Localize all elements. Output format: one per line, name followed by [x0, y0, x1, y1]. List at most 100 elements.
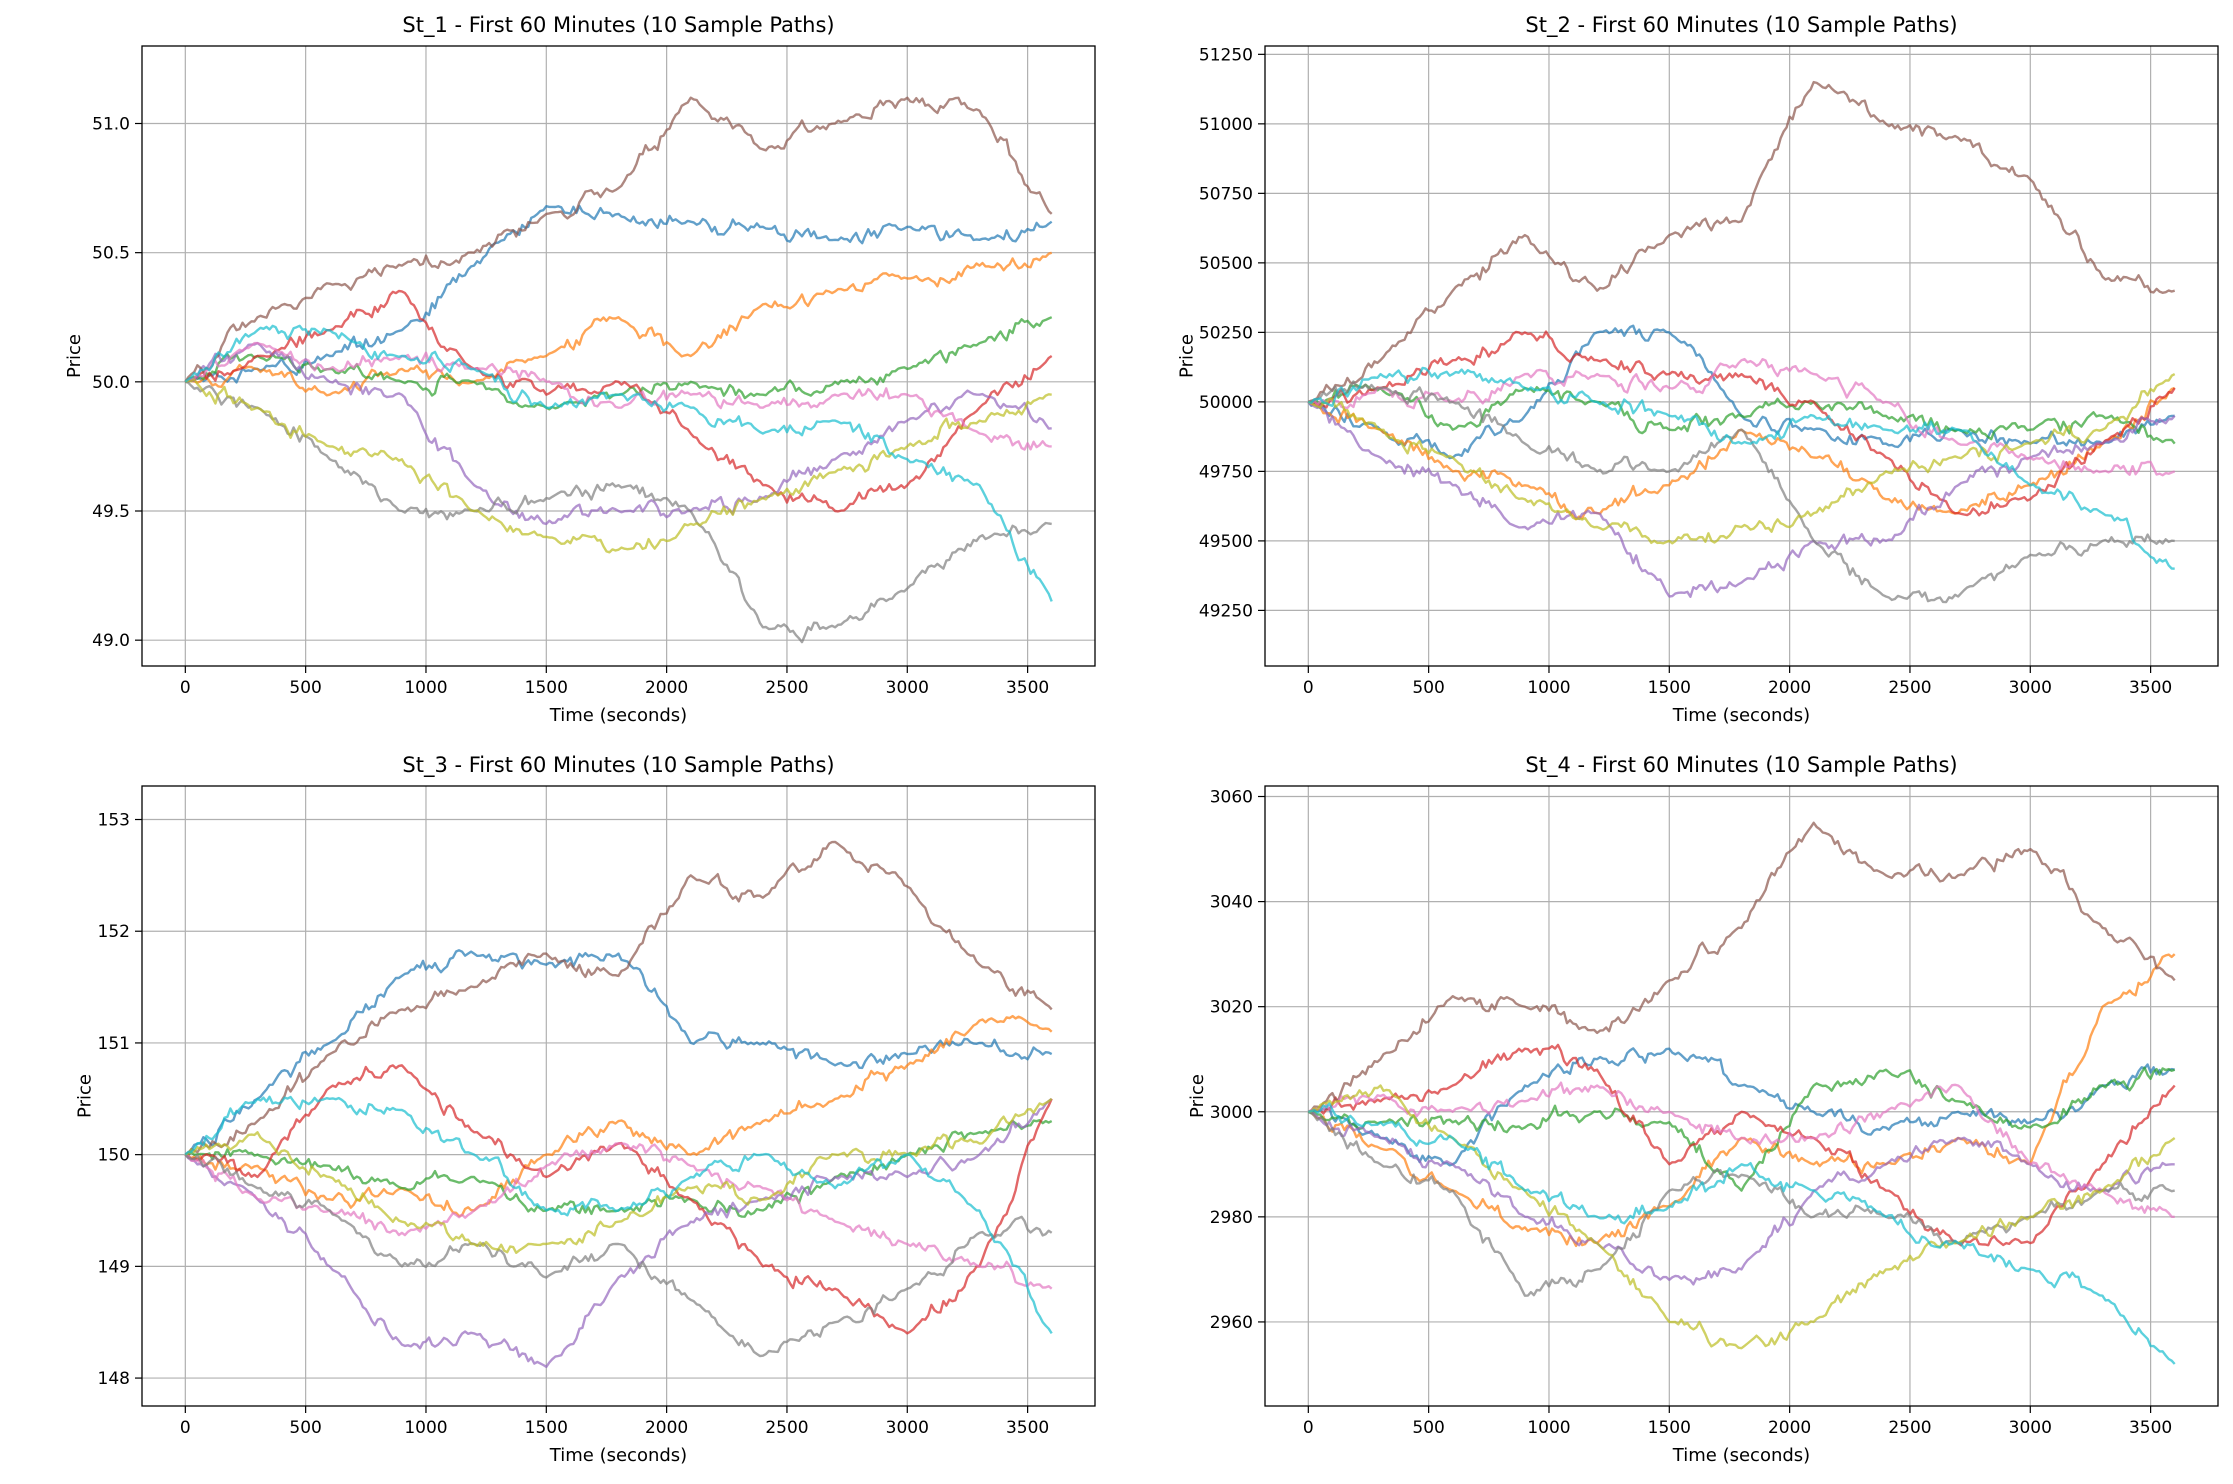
series-line-8: [184, 1153, 1053, 1358]
y-tick-label: 3040: [1210, 893, 1253, 913]
x-tick-label: 3500: [2129, 1418, 2172, 1438]
y-tick-label: 150: [98, 1146, 130, 1166]
x-axis: 0 500 1000 1500 2000 2500 3000 3500: [180, 666, 1049, 698]
x-tick-label: 1500: [1648, 678, 1691, 698]
series-line-4: [184, 289, 1053, 513]
y-tick-label: 49750: [1199, 462, 1253, 482]
x-tick-label: 2500: [1888, 678, 1931, 698]
x-tick-label: 2500: [765, 1418, 808, 1438]
y-tick-label: 51250: [1199, 45, 1253, 65]
series-line-9: [184, 378, 1052, 554]
series-lines: [184, 96, 1053, 644]
chart-title: St_1 - First 60 Minutes (10 Sample Paths…: [402, 13, 834, 38]
y-tick-label: 149: [98, 1257, 130, 1277]
subplot-4: 0 500 1000 1500 2000 2500 3000 3500 2960 2980 3000…: [1187, 753, 2219, 1466]
y-axis: 49250 49500 49750 50000 50250 50500 50750 51000…: [1199, 45, 1265, 621]
y-tick-label: 2960: [1210, 1313, 1253, 1333]
subplot-1: 0 500 1000 1500 2000 2500 3000 3500 49.0 49.5 50.0…: [64, 13, 1096, 726]
x-tick-label: 1500: [525, 1418, 568, 1438]
axes-frame: [1264, 785, 2219, 1407]
series-line-2: [1307, 953, 2176, 1248]
grid: [142, 786, 1095, 1406]
x-tick-label: 1000: [1527, 678, 1570, 698]
series-line-10: [184, 1095, 1053, 1335]
y-tick-label: 3000: [1210, 1103, 1253, 1123]
series-line-2: [184, 251, 1053, 397]
y-axis-label: Price: [75, 1074, 96, 1118]
y-tick-label: 153: [98, 811, 130, 831]
series-line-5: [184, 1097, 1053, 1369]
axes-frame: [141, 45, 1096, 667]
x-tick-label: 2000: [1768, 1418, 1811, 1438]
x-tick-label: 500: [289, 1418, 321, 1438]
y-tick-label: 51000: [1199, 115, 1253, 135]
series-line-10: [1308, 1102, 2176, 1365]
series-line-1: [185, 204, 1053, 384]
series-line-10: [184, 324, 1053, 602]
y-axis-label: Price: [64, 334, 85, 378]
y-tick-label: 50.5: [92, 244, 130, 264]
series-line-2: [184, 1014, 1053, 1218]
series-line-4: [1307, 330, 2176, 517]
series-line-3: [1308, 383, 2176, 445]
y-tick-label: 3060: [1210, 788, 1253, 808]
y-tick-label: 2980: [1210, 1208, 1253, 1228]
y-tick-label: 50750: [1199, 184, 1253, 204]
x-axis-label: Time (seconds): [1672, 1445, 1810, 1466]
series-line-6: [1307, 80, 2176, 404]
x-tick-label: 2500: [1888, 1418, 1931, 1438]
y-tick-label: 49250: [1199, 601, 1253, 621]
axes-frame: [1264, 45, 2219, 667]
y-axis: 49.0 49.5 50.0 50.5 51.0: [92, 115, 142, 651]
y-tick-label: 3020: [1210, 998, 1253, 1018]
grid: [1265, 46, 2218, 666]
y-tick-label: 50.0: [92, 373, 130, 393]
x-axis: 0 500 1000 1500 2000 2500 3000 3500: [1303, 1406, 2172, 1438]
y-tick-label: 151: [98, 1034, 130, 1054]
x-tick-label: 2500: [765, 678, 808, 698]
subplot-3: 0 500 1000 1500 2000 2500 3000 3500 148 149 150 151…: [75, 753, 1096, 1466]
x-tick-label: 1500: [525, 678, 568, 698]
x-tick-label: 3000: [2009, 1418, 2052, 1438]
x-tick-label: 0: [180, 1418, 191, 1438]
x-tick-label: 500: [1412, 1418, 1444, 1438]
x-tick-label: 1000: [404, 1418, 447, 1438]
x-tick-label: 3000: [886, 1418, 929, 1438]
x-tick-label: 2000: [645, 678, 688, 698]
y-axis-label: Price: [1187, 1074, 1208, 1118]
y-tick-label: 49500: [1199, 532, 1253, 552]
series-line-6: [1307, 821, 2176, 1113]
series-lines: [184, 840, 1053, 1369]
x-tick-label: 0: [1303, 1418, 1314, 1438]
x-tick-label: 1500: [1648, 1418, 1691, 1438]
subplot-2: 0 500 1000 1500 2000 2500 3000 3500492504950049…: [1177, 13, 2219, 726]
x-tick-label: 3500: [1006, 1418, 1049, 1438]
series-line-8: [1308, 380, 2175, 604]
x-tick-label: 500: [1412, 678, 1444, 698]
x-tick-label: 0: [180, 678, 191, 698]
y-tick-label: 51.0: [92, 115, 130, 135]
series-line-1: [1308, 1047, 2175, 1167]
x-axis-label: Time (seconds): [1672, 705, 1810, 726]
series-line-7: [184, 341, 1052, 451]
x-tick-label: 0: [1303, 678, 1314, 698]
x-axis: 0 500 1000 1500 2000 2500 3000 3500: [180, 1406, 1049, 1438]
x-tick-label: 1000: [1527, 1418, 1570, 1438]
y-tick-label: 50500: [1199, 254, 1253, 274]
x-tick-label: 3500: [2129, 678, 2172, 698]
grid: [142, 46, 1095, 666]
series-line-7: [1307, 1081, 2175, 1218]
y-tick-label: 152: [98, 922, 130, 942]
series-line-3: [1307, 1066, 2176, 1192]
y-tick-label: 49.0: [92, 631, 130, 651]
x-axis-label: Time (seconds): [549, 705, 687, 726]
y-axis: 2960 2980 3000 3020 3040 3060: [1210, 788, 1265, 1333]
series-line-9: [1307, 373, 2176, 545]
y-axis: 148 149 150 151 152 153: [98, 811, 142, 1389]
axes-frame: [141, 785, 1096, 1407]
x-tick-label: 3000: [2009, 678, 2052, 698]
x-tick-label: 3500: [1006, 678, 1049, 698]
chart-title: St_4 - First 60 Minutes (10 Sample Paths…: [1525, 753, 1957, 778]
series-line-6: [184, 840, 1053, 1156]
